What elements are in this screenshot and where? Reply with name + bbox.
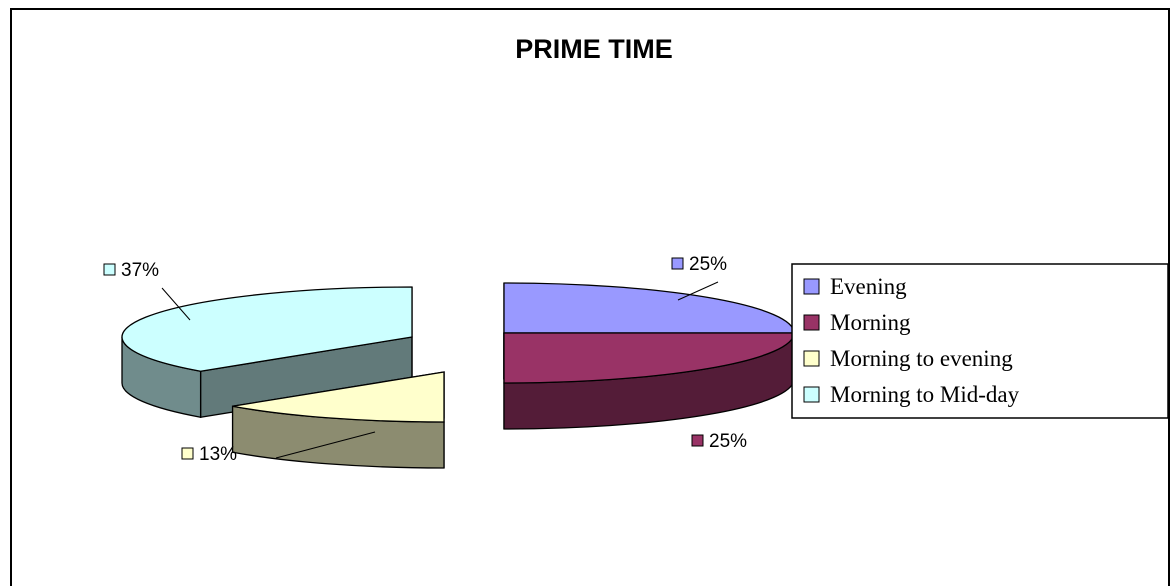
legend-swatch-morning-to-evening [803, 350, 820, 367]
legend-label-morning-to-mid-day: Morning to Mid-day [830, 382, 1020, 407]
legend-swatch-morning-to-mid-day [803, 386, 820, 403]
data-label-morning-to-evening: 13% [181, 431, 376, 465]
slice-morning-to-mid-day [121, 286, 413, 419]
legend-swatch-morning [803, 314, 820, 331]
data-label-evening: 25% [671, 254, 727, 301]
legend-swatch-evening [803, 278, 820, 295]
chart-title: PRIME TIME [515, 34, 673, 64]
legend: Evening Morning Morning to evening Morning … [791, 263, 1169, 419]
data-label-text-morning: 25% [709, 431, 747, 452]
legend-item-morning: Morning [803, 310, 911, 335]
legend-label-morning: Morning [830, 310, 911, 335]
legend-label-evening: Evening [830, 274, 907, 299]
data-label-swatch-morning-to-evening [181, 447, 194, 460]
data-label-swatch-evening [671, 257, 684, 270]
slice-top-morning-to-mid-day [121, 286, 413, 372]
legend-box [791, 263, 1169, 419]
data-label-swatch-morning-to-mid-day [103, 263, 116, 276]
slice-top-morning-to-evening [232, 371, 445, 423]
legend-item-evening: Evening [803, 274, 907, 299]
leader-line-evening [677, 281, 719, 301]
legend-item-morning-to-mid-day: Morning to Mid-day [803, 382, 1020, 407]
leader-line-morning-to-mid-day [161, 287, 191, 321]
data-label-morning-to-mid-day: 37% [103, 260, 191, 321]
legend-item-morning-to-evening: Morning to evening [803, 346, 1013, 371]
data-label-text-evening: 25% [689, 254, 727, 275]
legend-label-morning-to-evening: Morning to evening [830, 346, 1013, 371]
data-label-morning: 25% [691, 431, 747, 452]
slice-morning-to-evening [231, 371, 445, 469]
slice-top-morning [503, 332, 795, 384]
data-label-layer: 25% 25% 13% 37% [103, 254, 747, 465]
data-label-swatch-morning [691, 434, 704, 447]
slice-top-evening [503, 282, 795, 334]
data-label-text-morning-to-mid-day: 37% [121, 260, 159, 281]
leader-line-morning-to-evening [275, 431, 376, 459]
pie-layer [121, 282, 795, 469]
data-label-text-morning-to-evening: 13% [199, 444, 237, 465]
slice-morning [503, 332, 795, 430]
